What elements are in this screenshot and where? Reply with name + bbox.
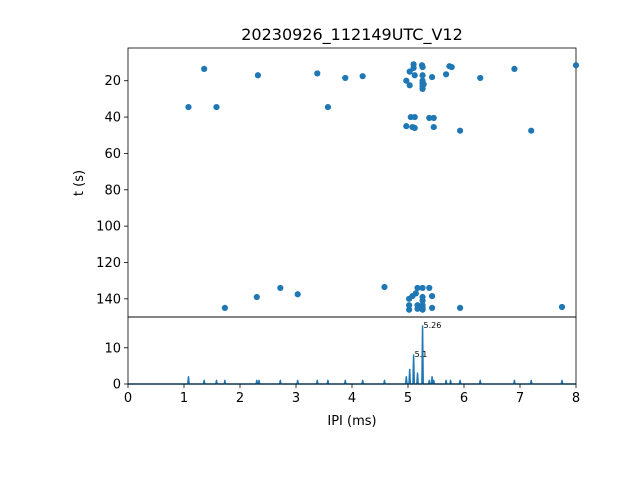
x-tick-label: 6	[460, 391, 468, 406]
y-tick-label: 40	[104, 111, 121, 126]
x-axis-label: IPI (ms)	[327, 414, 376, 429]
scatter-point	[406, 68, 413, 75]
scatter-point	[419, 297, 426, 304]
chart-title: 20230926_112149UTC_V12	[241, 25, 463, 45]
scatter-point	[403, 123, 410, 130]
x-tick-label: 2	[236, 391, 244, 406]
scatter-point	[428, 292, 436, 300]
scatter-point	[342, 74, 349, 82]
scatter-point	[411, 72, 418, 79]
y-tick-label: 120	[96, 256, 121, 271]
scatter-point	[410, 64, 417, 72]
scatter-point	[406, 302, 413, 309]
histogram-plot	[128, 325, 576, 385]
histogram-y-ticks: 0 10	[104, 341, 128, 393]
scatter-point	[406, 306, 413, 313]
scatter-point	[419, 306, 426, 313]
y-tick-label: 20	[104, 74, 121, 89]
scatter-point	[419, 284, 426, 292]
scatter-y-ticks: 20 40 60 80 100 120 140	[96, 74, 128, 307]
scatter-point	[411, 124, 418, 132]
scatter-point	[359, 73, 366, 80]
scatter-point	[456, 304, 464, 312]
scatter-points	[185, 61, 580, 313]
scatter-point	[420, 81, 427, 88]
scatter-point	[572, 62, 580, 69]
scatter-point	[414, 284, 421, 292]
scatter-point	[456, 127, 464, 134]
scatter-point	[428, 304, 436, 312]
scatter-point	[477, 74, 484, 82]
histogram-panel: 0 10 0 1 2 3 4 5 6 7 8 5.26 5.1 IPI (ms)	[104, 316, 580, 429]
scatter-point	[419, 63, 426, 71]
scatter-point	[277, 284, 284, 292]
histogram-x-ticks: 0 1 2 3 4 5 6 7 8	[124, 384, 580, 406]
y-tick-label: 60	[104, 147, 121, 162]
scatter-point	[381, 283, 388, 291]
x-tick-label: 3	[292, 391, 300, 406]
y-tick-label: 100	[96, 220, 121, 235]
hist-y-tick-label: 10	[104, 341, 121, 356]
scatter-point	[428, 73, 436, 81]
scatter-point	[430, 114, 437, 122]
scatter-point	[414, 305, 421, 312]
scatter-point	[528, 127, 535, 134]
x-tick-label: 1	[180, 391, 188, 406]
peak-annotation: 5.1	[415, 350, 428, 359]
y-axis-label: t (s)	[72, 170, 87, 196]
scatter-point	[314, 70, 321, 77]
scatter-point	[253, 293, 260, 301]
scatter-point	[213, 103, 220, 111]
scatter-point	[558, 303, 566, 311]
scatter-point	[448, 63, 455, 71]
scatter-frame	[127, 47, 577, 318]
histogram-frame	[127, 316, 577, 385]
scatter-point	[403, 77, 410, 84]
scatter-point	[412, 290, 419, 297]
x-tick-label: 5	[404, 391, 412, 406]
scatter-point	[324, 103, 332, 111]
histogram-line	[128, 325, 576, 385]
x-tick-label: 7	[516, 391, 524, 406]
scatter-point	[430, 123, 437, 131]
x-tick-label: 0	[124, 391, 132, 406]
hist-y-tick-label: 0	[113, 378, 121, 393]
peak-annotation: 5.26	[424, 321, 442, 330]
y-tick-label: 80	[104, 183, 121, 198]
scatter-point	[221, 304, 228, 312]
y-tick-label: 140	[96, 292, 121, 307]
scatter-panel: 20 40 60 80 100 120 140 t (s)	[72, 47, 580, 318]
scatter-point	[294, 291, 301, 298]
scatter-point	[426, 114, 433, 122]
scatter-point	[201, 65, 208, 73]
scatter-point	[406, 82, 413, 89]
scatter-point	[185, 103, 192, 111]
x-tick-label: 4	[348, 391, 356, 406]
scatter-point	[442, 71, 450, 78]
scatter-point	[426, 284, 433, 292]
peak-annotations: 5.26 5.1	[415, 321, 442, 359]
scatter-point	[419, 72, 426, 79]
scatter-point	[511, 65, 518, 73]
scatter-point	[411, 113, 418, 121]
scatter-point	[254, 72, 262, 79]
x-tick-label: 8	[572, 391, 580, 406]
